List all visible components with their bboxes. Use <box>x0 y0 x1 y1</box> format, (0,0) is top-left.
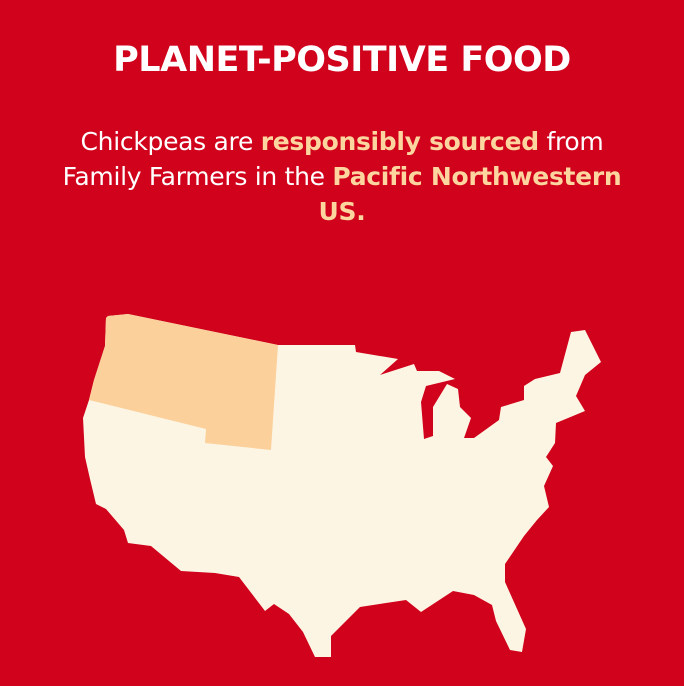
description-text: Chickpeas are responsibly sourced from F… <box>60 124 624 229</box>
highlight-pacific-northwest: Pacific Northwestern US. <box>318 162 622 226</box>
highlight-responsibly-sourced: responsibly sourced <box>260 127 539 156</box>
page-title: PLANET-POSITIVE FOOD <box>113 40 571 80</box>
pacific-northwest-region <box>89 314 278 450</box>
description-part: from Family Farmers in the <box>62 127 604 191</box>
description-part: Chickpeas are <box>80 127 261 156</box>
